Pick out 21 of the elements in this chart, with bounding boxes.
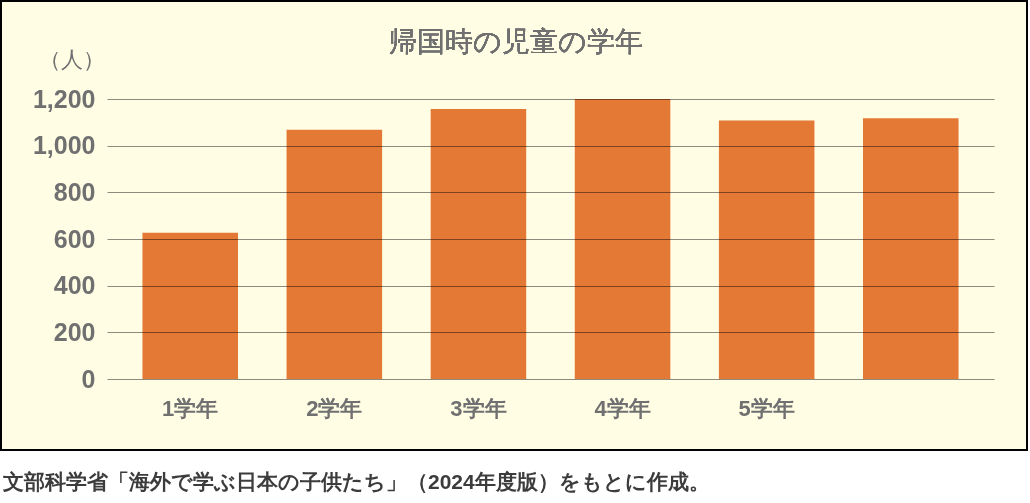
bar [286, 129, 383, 379]
bar [718, 120, 815, 379]
x-tick-label: 4学年 [594, 395, 651, 421]
x-tick-label: 3学年 [450, 395, 507, 421]
bar [142, 232, 238, 379]
y-tick-label: 1,000 [32, 131, 96, 160]
x-tick-label: 2学年 [306, 395, 363, 421]
y-tick-label: 600 [53, 224, 96, 253]
y-axis-title: （人） [38, 46, 105, 72]
y-tick-label: 400 [53, 271, 96, 300]
y-tick-label: 1,200 [32, 84, 96, 113]
x-tick-label: 5学年 [738, 395, 795, 421]
bar [430, 109, 527, 379]
bar [863, 118, 959, 379]
y-tick-label: 800 [53, 177, 96, 206]
y-tick-label: 200 [53, 317, 96, 346]
x-tick-label: 1学年 [162, 395, 219, 421]
y-tick-label: 0 [81, 364, 96, 393]
chart-title: 帰国時の児童の学年 [388, 26, 643, 57]
bar [574, 99, 671, 379]
text: 文部科学省「海外で学ぶ日本の子供たち」（2024年度版）をもとに作成。 [3, 469, 710, 495]
